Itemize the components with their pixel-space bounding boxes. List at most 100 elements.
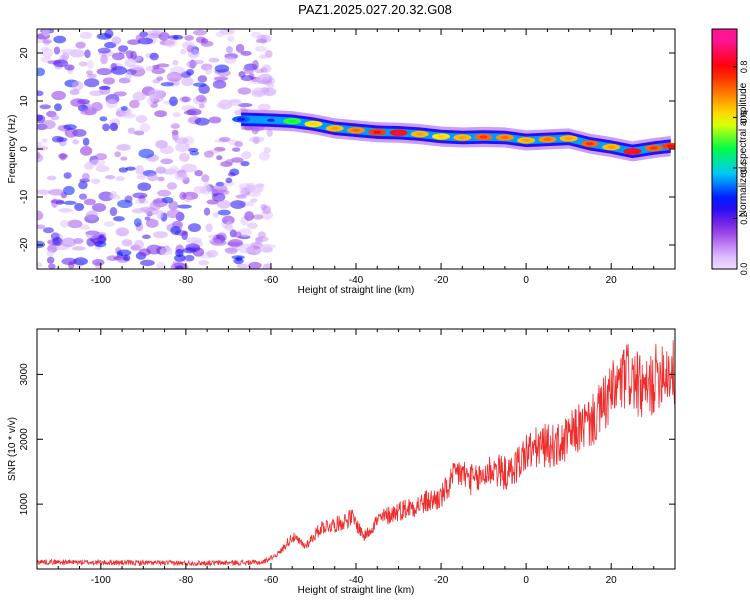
noise-cell <box>254 46 268 52</box>
noise-cell <box>184 254 195 262</box>
noise-cell <box>78 181 88 190</box>
noise-cell <box>151 67 166 75</box>
noise-cell <box>118 45 129 52</box>
noise-cell <box>156 261 166 269</box>
colorbar-tick-label: 0.2 <box>739 212 749 225</box>
noise-cell <box>50 199 65 204</box>
noise-cell <box>234 141 243 148</box>
snr-x-tick-label: -40 <box>349 575 364 586</box>
noise-cell <box>245 184 257 192</box>
noise-cell <box>216 200 232 209</box>
noise-cell <box>181 76 194 87</box>
noise-cell <box>85 230 100 239</box>
noise-cell <box>121 239 133 247</box>
noise-cell <box>224 56 237 64</box>
noise-cell <box>40 46 50 52</box>
noise-cell <box>195 94 206 103</box>
ridge-peak <box>479 135 488 139</box>
noise-cell <box>135 165 145 175</box>
noise-cell <box>83 198 96 206</box>
noise-cell <box>96 68 113 76</box>
ridge-peak <box>458 135 467 140</box>
ridge-peak <box>394 131 403 135</box>
ridge-peak <box>352 128 360 132</box>
ridge-peak <box>237 117 246 121</box>
noise-cell <box>70 98 86 107</box>
spectrogram-y-tick-label: 10 <box>19 95 30 107</box>
spectrogram-x-tick-label: -40 <box>349 275 364 286</box>
noise-cell <box>63 172 72 179</box>
snr-y-tick-label: 3000 <box>19 363 30 386</box>
noise-cell <box>61 237 77 248</box>
noise-cell <box>262 263 273 269</box>
noise-cell <box>79 146 93 156</box>
noise-cell <box>157 189 172 197</box>
spectrogram-y-tick-label: 0 <box>19 146 30 152</box>
noise-cell <box>63 200 77 206</box>
ridge-peak <box>415 132 424 136</box>
noise-cell <box>46 175 57 181</box>
noise-cell <box>261 64 272 73</box>
noise-cell <box>147 173 159 182</box>
noise-cell <box>145 30 162 37</box>
noise-cell <box>98 85 111 90</box>
noise-cell <box>225 158 234 165</box>
noise-cell <box>144 216 151 221</box>
noise-cell <box>159 247 173 256</box>
noise-cell <box>98 191 114 202</box>
noise-cell <box>166 209 182 219</box>
ridge-peak <box>266 118 275 122</box>
noise-cell <box>266 128 273 137</box>
noise-cell <box>169 96 178 107</box>
noise-cell <box>248 136 265 143</box>
noise-cell <box>166 182 178 190</box>
colorbar-tick-label: 0.4 <box>739 162 749 175</box>
noise-cell <box>37 141 43 147</box>
ridge-peak <box>522 138 531 142</box>
noise-cell <box>255 237 263 244</box>
colorbar-gradient <box>711 28 738 270</box>
noise-cell <box>157 176 165 182</box>
noise-cell <box>113 216 125 222</box>
spectrogram-cells <box>37 29 675 269</box>
noise-cell <box>104 29 114 39</box>
noise-cell <box>266 83 275 89</box>
noise-cell <box>56 137 68 142</box>
noise-cell <box>123 254 131 262</box>
noise-cell <box>142 234 151 240</box>
snr-y-tick-label: 2000 <box>19 428 30 451</box>
noise-cell <box>133 130 145 136</box>
noise-cell <box>208 234 217 239</box>
noise-cell <box>148 89 164 99</box>
noise-cell <box>250 198 258 203</box>
noise-cell <box>37 146 49 151</box>
noise-cell <box>100 54 108 65</box>
noise-cell <box>259 244 273 253</box>
noise-cell <box>239 186 246 197</box>
noise-cell <box>201 174 210 183</box>
noise-cell <box>140 259 155 267</box>
spectrogram-x-tick-label: -20 <box>434 275 449 286</box>
noise-cell <box>42 227 54 234</box>
noise-cell <box>248 261 262 269</box>
noise-cell <box>223 180 235 187</box>
noise-cell <box>216 155 223 161</box>
noise-cell <box>208 57 220 63</box>
spectrogram-x-tick-label: -100 <box>91 275 111 286</box>
noise-cell <box>84 49 91 59</box>
noise-cell <box>95 165 110 173</box>
noise-cell <box>52 237 63 246</box>
noise-cell <box>227 238 244 248</box>
noise-cell <box>187 223 202 233</box>
noise-cell <box>102 77 116 85</box>
noise-cell <box>37 153 44 163</box>
noise-cell <box>72 246 86 251</box>
noise-cell <box>235 43 245 53</box>
snr-x-tick-label: -100 <box>91 575 111 586</box>
noise-cell <box>69 89 80 96</box>
noise-cell <box>37 224 46 230</box>
spectrogram-y-tick-label: -10 <box>19 189 30 204</box>
noise-cell <box>256 184 264 193</box>
noise-cell <box>164 38 178 48</box>
noise-cell <box>53 46 61 55</box>
